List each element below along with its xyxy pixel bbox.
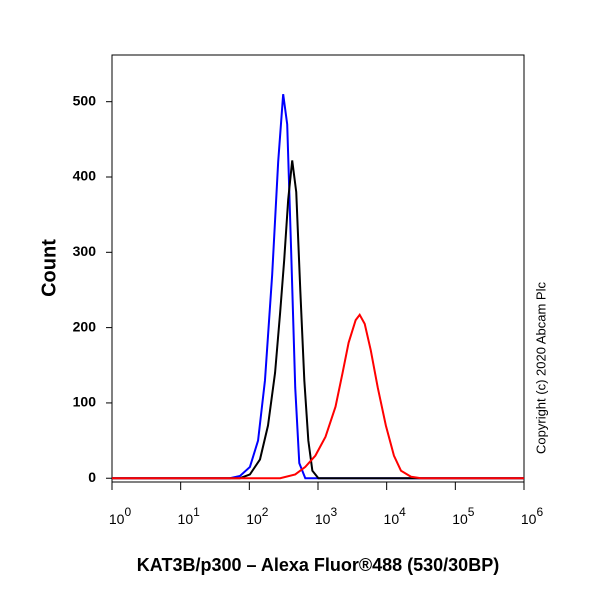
x-tick-base: 10 (384, 511, 400, 527)
x-tick-exponent: 5 (468, 505, 475, 519)
x-tick-label: 101 (178, 505, 201, 527)
x-axis-label: KAT3B/p300 – Alexa Fluor®488 (530/30BP) (137, 555, 499, 575)
x-tick-exponent: 3 (330, 505, 337, 519)
x-tick-label: 103 (315, 505, 338, 527)
x-tick-base: 10 (315, 511, 331, 527)
y-axis-label: Count (38, 239, 60, 297)
x-tick-base: 10 (521, 511, 537, 527)
y-tick-label: 100 (73, 394, 97, 410)
x-tick-exponent: 4 (399, 505, 406, 519)
x-tick-exponent: 2 (262, 505, 269, 519)
x-tick-exponent: 6 (536, 505, 543, 519)
histogram-line (112, 160, 524, 480)
x-tick-base: 10 (178, 511, 194, 527)
x-tick-base: 10 (452, 511, 468, 527)
copyright: Copyright (c) 2020 Abcam Plc (533, 282, 548, 454)
y-tick-label: 400 (73, 168, 97, 184)
x-tick-label: 106 (521, 505, 544, 527)
x-tick-exponent: 0 (124, 505, 131, 519)
x-tick-label: 104 (384, 505, 407, 527)
y-tick-label: 200 (73, 318, 97, 334)
x-tick-exponent: 1 (193, 505, 200, 519)
x-tick-label: 102 (246, 505, 269, 527)
x-tick-label: 105 (452, 505, 475, 527)
histogram-line (112, 94, 524, 480)
plot-frame (111, 54, 525, 483)
y-tick-label: 500 (73, 92, 97, 108)
y-tick-label: 300 (73, 243, 97, 259)
x-tick-label: 100 (109, 505, 132, 527)
y-tick-label: 0 (88, 469, 96, 485)
histogram-line (112, 312, 524, 480)
x-tick-base: 10 (109, 511, 125, 527)
x-tick-base: 10 (246, 511, 262, 527)
